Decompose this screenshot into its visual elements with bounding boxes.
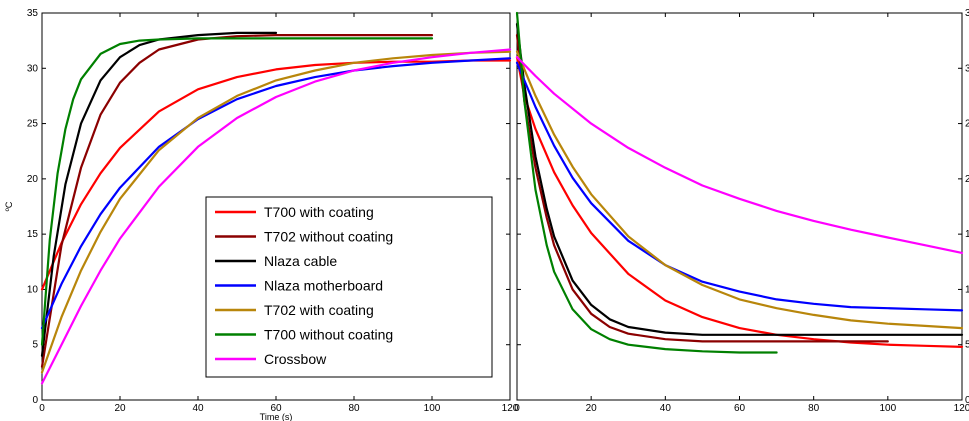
right-y-tick-label: 15: [965, 229, 969, 240]
left-x-tick-label: 40: [192, 403, 204, 414]
right-x-tick-label: 20: [586, 403, 598, 414]
right-series-line-0: [515, 56, 964, 348]
left-y-tick-label: 15: [27, 229, 39, 240]
left-y-tick-label: 10: [27, 284, 39, 295]
left-series-line-4: [40, 50, 512, 374]
right-x-tick-label: 60: [734, 403, 746, 414]
left-x-tick-label: 100: [424, 403, 441, 414]
right-y-tick-label: 30: [965, 63, 969, 74]
legend: T700 with coating T702 without coating Nla…: [205, 196, 493, 378]
right-y-tick-label: 35: [965, 8, 969, 19]
left-series-line-5: [40, 37, 434, 346]
right-x-tick-label: 100: [879, 403, 896, 414]
left-series-line-1: [40, 33, 434, 368]
left-series-line-2: [40, 31, 278, 357]
right-series-line-5: [515, 11, 778, 354]
left-y-tick-label: 25: [27, 119, 39, 130]
legend-label: T700 with coating: [264, 204, 374, 220]
right-series-line-2: [515, 23, 964, 336]
legend-label: T702 with coating: [264, 302, 374, 318]
left-series-line-6: [40, 48, 512, 385]
right-y-tick-label: 10: [965, 284, 969, 295]
left-series-line-0: [40, 59, 512, 291]
right-y-tick-label: 0: [965, 395, 969, 406]
left-x-tick-label: 20: [114, 403, 126, 414]
legend-label: T702 without coating: [264, 229, 393, 245]
right-series-line-1: [515, 33, 889, 343]
left-y-tick-label: 35: [27, 8, 39, 19]
legend-label: Nlaza cable: [264, 253, 337, 269]
right-x-tick-label: 80: [808, 403, 820, 414]
right-x-tick-label: 40: [660, 403, 672, 414]
left-x-axis-title: Time (s): [260, 412, 293, 421]
left-x-tick-label: 80: [348, 403, 360, 414]
right-x-tick-label: 120: [954, 403, 969, 414]
right-x-tick-label: 0: [514, 403, 520, 414]
legend-label: Nlaza motherboard: [264, 278, 383, 294]
left-series-line-3: [40, 57, 512, 330]
legend-label: T700 without coating: [264, 327, 393, 343]
legend-label: Crossbow: [264, 351, 327, 367]
right-y-tick-label: 25: [965, 119, 969, 130]
left-x-tick-label: 0: [39, 403, 45, 414]
left-y-tick-label: 20: [27, 174, 39, 185]
left-y-tick-label: 0: [32, 395, 38, 406]
right-series-line-3: [515, 61, 964, 312]
right-y-tick-label: 5: [965, 340, 969, 351]
right-series-line-6: [515, 56, 964, 254]
legend-box: [205, 196, 493, 378]
right-y-tick-label: 20: [965, 174, 969, 185]
left-y-axis-title: ºC: [4, 201, 14, 211]
left-y-tick-label: 30: [27, 63, 39, 74]
right-series-line-4: [515, 50, 964, 330]
left-x-tick-label: 60: [270, 403, 282, 414]
left-x-tick-label: 120: [502, 403, 519, 414]
left-y-tick-label: 5: [32, 340, 38, 351]
